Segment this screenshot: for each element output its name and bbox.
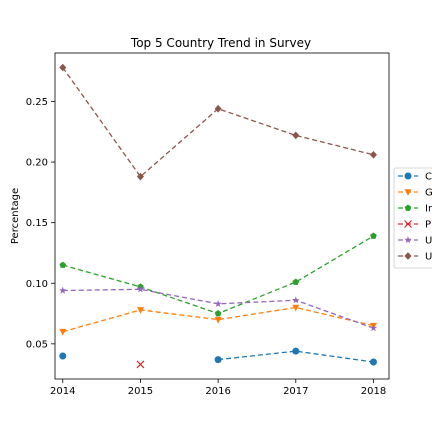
data-point [404,252,412,260]
y-axis-label: Percentage [10,188,21,244]
data-point [136,172,144,181]
y-tick-label: 0.15 [26,218,48,229]
data-point [59,328,67,336]
series-4 [59,285,378,332]
data-point [136,285,145,293]
legend-label: P [425,220,431,231]
x-tick-label: 2015 [128,386,153,397]
x-tick-label: 2016 [205,386,230,397]
series-line [218,350,374,363]
y-tick-label: 0.05 [26,339,48,350]
legend-label: U [425,236,432,247]
x-tick-label: 2017 [283,386,308,397]
legend-label: C [425,172,432,183]
data-point [370,232,377,239]
data-point [292,131,300,140]
series-line [62,67,374,178]
series-3 [136,360,145,369]
data-point [214,310,222,317]
y-tick-label: 0.25 [26,97,48,108]
y-tick-label: 0.20 [26,158,48,169]
data-point [59,286,67,294]
legend-item: Ir [398,204,432,215]
data-point [404,236,412,244]
data-point [214,300,222,307]
data-point [292,304,300,312]
y-tick-label: 0.10 [26,279,48,290]
series-line [62,306,374,333]
legend-label: U [425,252,432,263]
data-point [404,189,412,196]
plot-area-frame [54,52,390,380]
data-point [292,296,300,304]
x-tick-label: 2018 [361,386,386,397]
series-0 [59,347,377,366]
legend-item: U [398,252,432,263]
legend-label: Ir [425,204,432,215]
series-5 [59,63,377,181]
series-layer [59,63,378,369]
x-tick-label: 2014 [50,386,75,397]
data-point [369,324,378,332]
legend-item: P [398,220,431,231]
data-point [404,204,412,211]
chart-title: Top 5 Country Trend in Survey [130,36,311,50]
data-point [214,316,222,324]
data-point [136,307,144,314]
data-point [59,63,67,72]
data-point [292,347,300,355]
legend-item: C [398,172,432,183]
legend-label: G [425,188,432,199]
data-point [404,172,412,180]
data-point [369,150,377,159]
series-1 [59,304,377,336]
data-point [214,104,222,113]
data-point [369,358,377,366]
data-point [214,356,222,364]
axes: 2014 2015 2016 2017 2018 0.05 0.10 0.15 0.20 0.25 [26,97,386,397]
legend-item: G [398,188,432,199]
data-point [404,220,412,228]
legend-item: U [398,236,432,247]
data-point [59,352,67,360]
data-point [292,278,300,285]
data-point [59,261,67,268]
data-point [136,360,145,369]
legend-frame [393,167,432,269]
